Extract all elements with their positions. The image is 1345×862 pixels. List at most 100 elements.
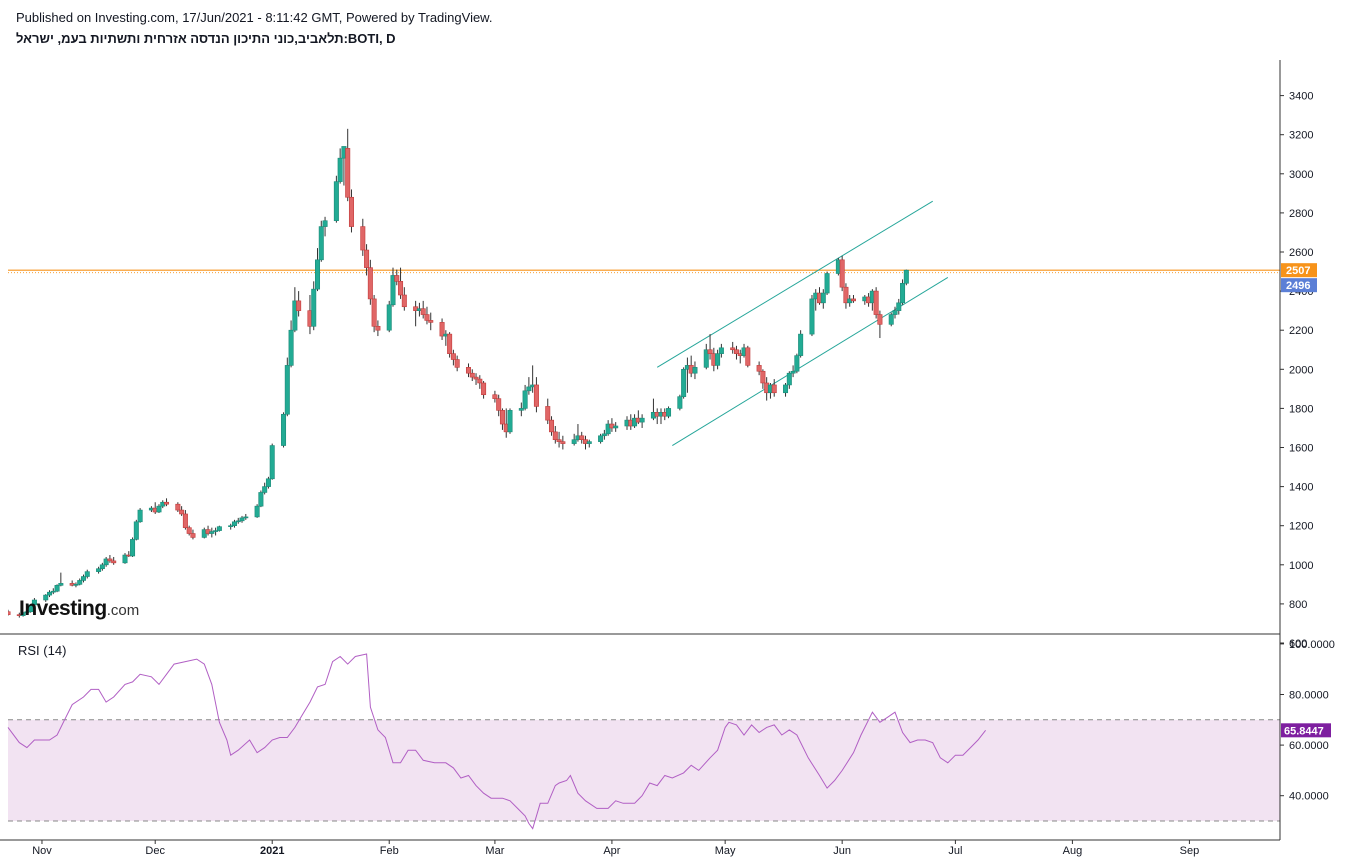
candle-body	[54, 585, 60, 592]
rsi-line	[7, 653, 986, 830]
price-tag-label: 2507	[1286, 265, 1310, 277]
candle-2021-02-23	[469, 369, 475, 382]
candle-2021-01-18	[333, 175, 339, 223]
candle-body	[375, 325, 381, 331]
candle-2020-11-02	[43, 594, 49, 602]
candle-2021-03-12	[533, 377, 539, 413]
candle-2020-12-29	[258, 490, 264, 508]
candle-body	[333, 181, 339, 222]
rsi-tick-label: 40.0000	[1289, 791, 1329, 803]
price-tag-2496: 2496	[1281, 278, 1317, 293]
candle-2021-04-22	[688, 355, 694, 378]
candle-body	[439, 322, 445, 337]
candle-2021-03-05	[507, 408, 513, 434]
candle-2021-04-12	[650, 398, 656, 421]
candle-2021-01-13	[315, 248, 321, 292]
candle-body	[454, 359, 460, 368]
candle-2021-01-25	[360, 218, 366, 256]
price-tick-label: 2000	[1289, 364, 1313, 376]
candle-body	[216, 526, 222, 531]
candle-2020-12-23	[235, 517, 241, 524]
candle-body	[348, 196, 354, 227]
candle-2020-12-31	[265, 476, 271, 489]
channel-lower-line	[672, 276, 949, 446]
candle-body	[598, 435, 604, 442]
candle-body	[269, 445, 275, 480]
candle-2021-02-04	[398, 267, 404, 299]
candle-2021-04-29	[715, 349, 721, 370]
candle-2021-01-06	[288, 320, 294, 368]
candle-2020-11-20	[111, 556, 117, 565]
candle-body	[730, 347, 736, 351]
candle-2020-12-02	[156, 504, 162, 513]
price-tick-label: 3000	[1289, 169, 1313, 181]
candle-body	[386, 304, 392, 331]
candle-body	[666, 408, 672, 417]
candle-2020-11-27	[137, 508, 143, 523]
channel-upper-line	[656, 200, 934, 368]
candle-2021-03-18	[556, 431, 562, 448]
candle-2020-11-03	[47, 590, 53, 598]
candle-body	[499, 410, 505, 425]
candle-2021-02-01	[386, 300, 392, 333]
candle-body	[820, 292, 826, 304]
candle-body	[315, 259, 321, 290]
candle-body	[639, 417, 645, 423]
candle-body	[262, 486, 268, 493]
candle-body	[843, 286, 849, 304]
candle-body	[24, 611, 30, 614]
candle-body	[20, 612, 26, 616]
candle-2020-12-21	[228, 523, 234, 530]
candle-body	[888, 314, 894, 325]
candle-2021-04-23	[692, 361, 698, 380]
candle-body	[133, 521, 139, 540]
logo-main: Investing	[19, 597, 107, 620]
rsi-pane	[7, 653, 1280, 830]
candle-2020-11-25	[130, 537, 136, 557]
candle-body	[560, 441, 566, 444]
time-tick-label: 2021	[260, 845, 284, 857]
candle-body	[122, 554, 128, 564]
candle-2021-06-02	[843, 283, 849, 309]
published-caption: Published on Investing.com, 17/Jun/2021 …	[16, 10, 493, 25]
candle-body	[288, 329, 294, 366]
time-tick-label: Nov	[32, 845, 52, 857]
candle-body	[756, 365, 762, 372]
candle-body	[8, 611, 11, 615]
candle-body	[84, 571, 90, 577]
candle-2020-12-04	[164, 498, 170, 507]
candle-body	[31, 599, 37, 606]
candle-body	[103, 558, 109, 566]
candle-body	[601, 433, 607, 437]
price-tag-label: 2496	[1286, 280, 1310, 292]
candle-2020-11-19	[107, 555, 113, 563]
price-tick-label: 3400	[1289, 91, 1313, 103]
time-tick-label: Jul	[948, 845, 962, 857]
time-tick-label: Dec	[145, 845, 165, 857]
candle-2021-03-31	[605, 420, 611, 436]
candle-2020-11-17	[99, 562, 105, 571]
candle-2021-01-29	[375, 320, 381, 337]
candle-body	[80, 576, 86, 581]
candle-body	[239, 517, 245, 522]
candle-body	[337, 157, 343, 182]
candle-2021-01-15	[322, 216, 328, 237]
time-tick-label: Mar	[485, 845, 504, 857]
candle-body	[111, 560, 117, 564]
candle-body	[243, 516, 249, 519]
time-tick-label: Sep	[1180, 845, 1200, 857]
rsi-tick-label: 60.0000	[1289, 740, 1329, 752]
candle-2020-12-25	[243, 513, 249, 520]
candle-2021-05-03	[730, 341, 736, 354]
candle-2021-02-22	[465, 363, 471, 378]
candle-2021-04-09	[639, 414, 645, 428]
candle-2021-04-02	[613, 422, 619, 432]
candle-2021-06-16	[896, 298, 902, 315]
candle-2021-02-05	[401, 287, 407, 311]
candle-body	[420, 308, 426, 315]
candle-2021-05-18	[786, 371, 792, 389]
candle-2020-12-10	[186, 525, 192, 536]
candle-body	[703, 349, 709, 368]
candle-body	[186, 527, 192, 534]
candle-2020-12-11	[190, 529, 196, 540]
